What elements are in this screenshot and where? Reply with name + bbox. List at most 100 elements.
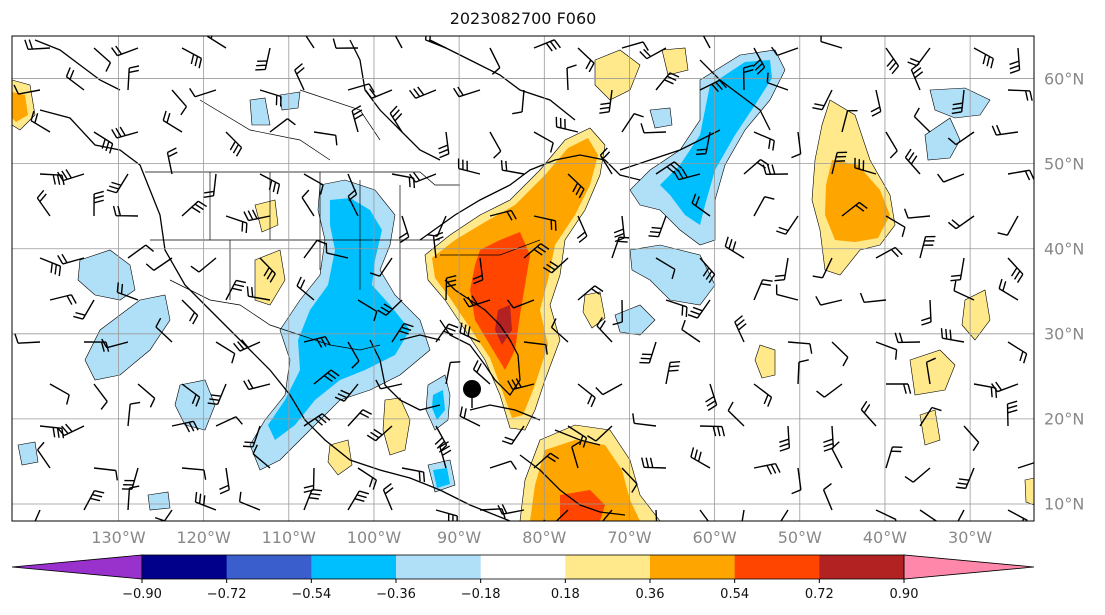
anomaly-yellow-small5 — [254, 249, 286, 306]
wind-barb — [687, 299, 711, 319]
wind-barb — [369, 257, 393, 277]
colorbar-tick-label: 0.54 — [720, 587, 750, 602]
wind-barb — [49, 383, 70, 405]
wind-barb — [121, 467, 139, 490]
wind-barb — [690, 447, 711, 469]
wind-barb — [816, 383, 843, 398]
wind-barb — [472, 360, 491, 385]
wind-barbs — [13, 36, 1034, 521]
wind-barb — [870, 89, 882, 117]
wind-barb — [885, 131, 898, 159]
wind-barb — [940, 328, 965, 343]
wind-barb — [859, 292, 887, 304]
wind-barb — [742, 64, 754, 91]
anomaly-orange-caribbean — [530, 440, 640, 521]
wind-barb — [523, 341, 548, 355]
wind-barb — [955, 467, 975, 490]
wind-barb — [947, 131, 975, 146]
wind-barb — [305, 36, 315, 49]
wind-barb — [639, 341, 657, 364]
wind-barb — [382, 483, 394, 511]
anomaly-lightblue-small16 — [147, 491, 171, 511]
wind-barb — [116, 282, 139, 301]
wind-barb — [127, 401, 141, 427]
anomaly-blue-central — [268, 198, 410, 440]
colorbar-tick-label: −0.54 — [291, 587, 332, 602]
wind-barb — [1007, 341, 1028, 364]
wind-barb — [963, 425, 980, 452]
wind-barb — [921, 299, 932, 326]
wind-barb — [347, 341, 360, 369]
colorbar-tick-label: 0.72 — [804, 587, 834, 602]
wind-barb — [325, 242, 349, 259]
wind-barb — [375, 379, 403, 390]
wind-barb — [365, 88, 393, 99]
wind-barb — [822, 483, 833, 511]
wind-barb — [753, 279, 773, 301]
anomaly-yellow-small6 — [382, 397, 411, 456]
colorbar-extend-high — [903, 554, 1035, 580]
wind-barb — [904, 467, 931, 483]
wind-barb — [439, 441, 452, 469]
anomaly-lightblue-small13 — [279, 91, 301, 111]
wind-barb — [919, 509, 938, 521]
wind-barb — [111, 126, 139, 139]
wind-barb — [885, 47, 900, 75]
wind-barb — [1006, 400, 1018, 427]
wind-barb — [734, 315, 747, 343]
anomaly-yellow-small1 — [594, 49, 641, 101]
wind-barb — [207, 383, 227, 406]
colorbar-segment — [480, 555, 566, 579]
wind-barb — [1007, 169, 1034, 181]
wind-barb — [507, 299, 535, 309]
wind-barb — [841, 201, 868, 217]
wind-barb — [991, 124, 1019, 136]
wind-barb — [166, 147, 178, 175]
wind-barb — [919, 406, 942, 427]
colorbar-tick-label: −0.36 — [376, 587, 416, 602]
wind-barb — [233, 339, 261, 352]
wind-barb — [611, 236, 630, 259]
colorbar-segment — [311, 555, 397, 579]
colorbar-segment — [650, 555, 736, 579]
wind-barb — [215, 341, 236, 364]
wind-barb — [162, 110, 183, 133]
colorbar-segment — [819, 555, 905, 579]
colorbar-extend-low — [11, 554, 143, 580]
wind-barb — [14, 333, 41, 344]
wind-barb — [219, 467, 230, 495]
wind-barb — [155, 317, 173, 343]
wind-barb — [567, 425, 588, 448]
latitude-label: 20°N — [1044, 409, 1085, 429]
wind-barb — [860, 400, 877, 427]
latitude-label: 30°N — [1044, 324, 1085, 344]
wind-barb — [434, 425, 448, 453]
wind-barb — [303, 239, 327, 259]
wind-barb — [351, 105, 364, 133]
wind-barb — [1007, 257, 1024, 284]
wind-barb — [753, 131, 775, 151]
wind-barb — [655, 161, 683, 175]
wind-barb — [699, 257, 716, 284]
anomaly-lightblue-small15 — [17, 441, 39, 466]
wind-barb — [13, 84, 41, 95]
wind-barb — [238, 491, 261, 511]
wind-barb — [398, 215, 410, 243]
wind-barb — [49, 294, 77, 305]
wind-barb — [332, 38, 359, 49]
anomaly-lightblue-pacific2 — [77, 249, 136, 301]
wind-barb — [953, 280, 975, 301]
wind-barb — [24, 39, 51, 51]
wind-barb — [665, 360, 681, 385]
wind-barb — [83, 489, 105, 511]
wind-barb — [812, 257, 833, 279]
wind-barb — [533, 452, 560, 469]
wind-barb — [255, 47, 271, 71]
wind-barb — [30, 110, 51, 133]
wind-barb — [438, 131, 450, 159]
wind-barb — [831, 151, 848, 175]
anomaly-yellow-small7 — [327, 439, 353, 476]
wind-barb — [699, 425, 726, 437]
wind-barb — [424, 36, 447, 49]
